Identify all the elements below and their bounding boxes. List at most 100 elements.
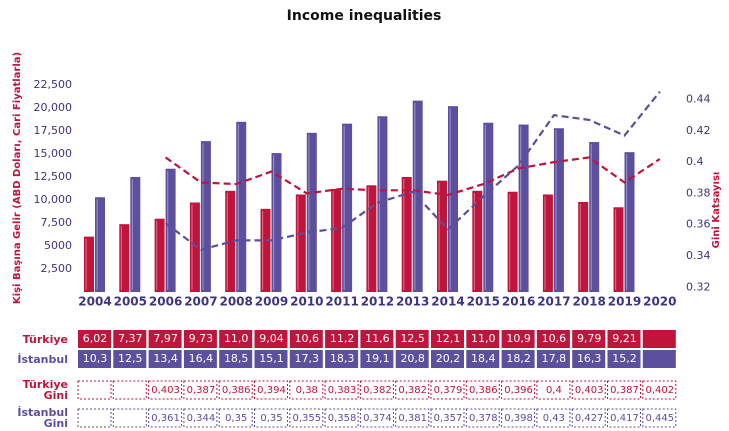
table-cell <box>501 350 535 368</box>
table-value: 10,6 <box>295 332 320 345</box>
bar-highlight <box>191 204 193 290</box>
row-label: İstanbul <box>17 352 68 366</box>
x-tick-label: 2017 <box>537 295 570 309</box>
table-cell <box>254 408 288 428</box>
bar <box>236 121 247 292</box>
line <box>164 91 661 251</box>
table-cell <box>430 380 465 400</box>
x-tick-label: 2018 <box>572 295 605 309</box>
bar <box>154 218 165 292</box>
bar <box>342 123 353 292</box>
bar <box>84 236 94 292</box>
table-value: 0,38 <box>296 385 318 396</box>
bar-highlight <box>237 123 239 290</box>
table-value: 6,02 <box>83 332 108 345</box>
x-tick-label: 2009 <box>255 295 288 309</box>
bar <box>624 152 635 292</box>
table-value: 0,403 <box>151 385 180 396</box>
bar-highlight <box>226 192 228 290</box>
table-cell <box>359 380 394 400</box>
bar-highlight <box>414 102 416 290</box>
bar-highlight <box>484 124 486 290</box>
table-value: 11,0 <box>471 332 496 345</box>
x-tick-label: 2007 <box>184 295 217 309</box>
table-cell <box>501 330 535 348</box>
table-cell <box>219 330 253 348</box>
table-cell <box>324 408 359 428</box>
bar-highlight <box>202 143 204 290</box>
table-value: 0,35 <box>225 413 247 424</box>
table-cell <box>572 330 606 348</box>
table-value: 11,0 <box>224 332 249 345</box>
table-value: 0,358 <box>328 413 357 424</box>
table-cell <box>607 408 641 428</box>
bar <box>437 180 447 292</box>
bar-highlight <box>403 179 405 290</box>
bar-highlight <box>343 125 345 290</box>
bar-highlight <box>615 209 617 290</box>
table-value: 0,374 <box>363 413 392 424</box>
x-tick-label: 2010 <box>290 295 323 309</box>
bar-highlight <box>590 144 592 290</box>
table-cell <box>148 350 182 368</box>
table-cell <box>642 408 677 428</box>
x-tick-label: 2013 <box>396 295 429 309</box>
bar-highlight <box>449 108 451 290</box>
table-cell <box>642 380 677 400</box>
table-cell <box>395 408 430 428</box>
table-cell <box>501 380 536 400</box>
bar-highlight <box>297 196 299 290</box>
x-tick-label: 2012 <box>361 295 394 309</box>
x-tick-label: 2011 <box>325 295 358 309</box>
bar-highlight <box>262 210 264 290</box>
bar <box>260 208 271 292</box>
table-value: 9,79 <box>577 332 602 345</box>
table-cell <box>324 380 359 400</box>
table-cell <box>254 350 288 368</box>
bar <box>200 141 211 292</box>
row-label: Türkiye <box>22 332 68 346</box>
table-value: 0,387 <box>610 385 639 396</box>
table-cell <box>465 380 500 400</box>
table-cell <box>112 380 147 400</box>
x-tick-label: 2016 <box>502 295 535 309</box>
bar-highlight <box>96 199 98 290</box>
table-value: 0,382 <box>363 385 392 396</box>
table-cell <box>395 380 430 400</box>
bar-highlight <box>509 193 511 290</box>
line <box>164 156 661 197</box>
table-cell <box>360 330 394 348</box>
table-cell <box>289 408 324 428</box>
table-cell <box>254 380 288 400</box>
table-value: 11,2 <box>330 332 355 345</box>
table-cell <box>218 408 253 428</box>
table-value: 0,35 <box>260 413 282 424</box>
table-cell <box>642 330 676 348</box>
bar <box>518 124 529 292</box>
table-value: 0,361 <box>151 413 180 424</box>
bar <box>165 168 176 292</box>
table-value: 18,3 <box>330 352 355 365</box>
y-tick-label: 20,000 <box>34 101 73 114</box>
x-tick-label: 2020 <box>643 295 676 309</box>
bar <box>448 106 458 292</box>
table-cell <box>289 350 323 368</box>
y-axis-label: Kişi Başına Gelir (ABD Doları, Cari Fiya… <box>12 52 23 304</box>
table-cell <box>642 350 676 368</box>
bar-highlight <box>308 134 310 290</box>
bar <box>542 194 553 292</box>
y2-tick-label: 0.42 <box>686 124 711 137</box>
table-value: 12,5 <box>400 332 425 345</box>
table-cell <box>571 380 606 400</box>
table-cell <box>219 350 253 368</box>
table-value: 9,73 <box>189 332 214 345</box>
row-label: Türkiye Gini <box>22 378 68 402</box>
table-cell <box>466 350 500 368</box>
bar-highlight <box>131 179 133 290</box>
table-value: 0,379 <box>434 385 463 396</box>
table-value: 0,394 <box>257 385 286 396</box>
table-value: 0,387 <box>187 385 216 396</box>
bar <box>225 190 236 292</box>
table-cell <box>78 350 111 368</box>
y2-tick-label: 0.38 <box>686 186 711 199</box>
